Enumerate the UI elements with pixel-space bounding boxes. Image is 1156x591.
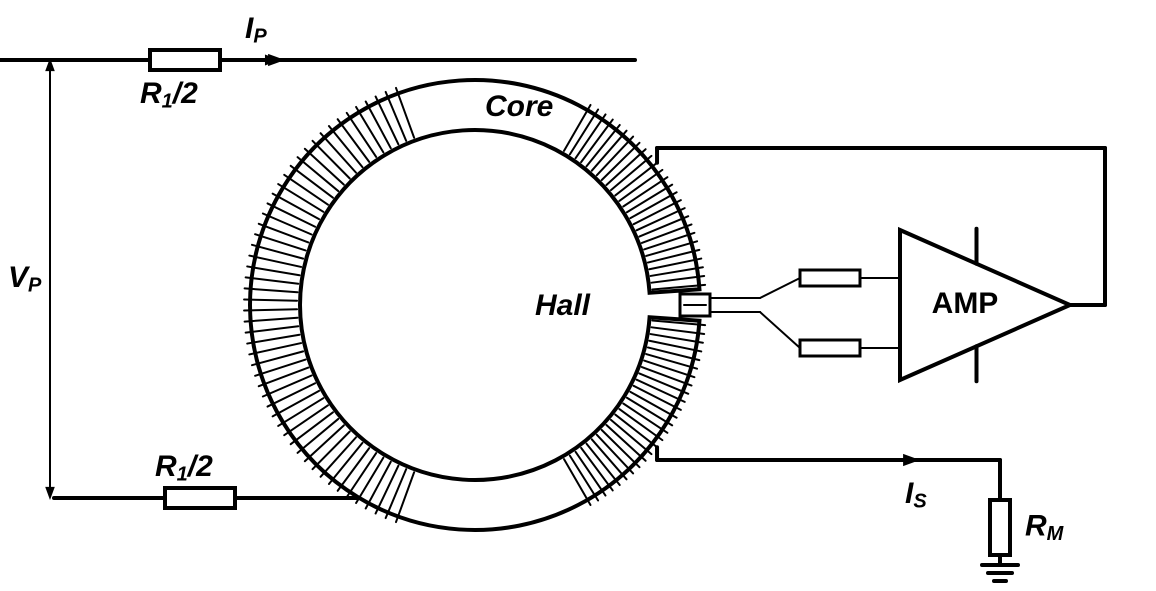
label-rm: RM	[1025, 509, 1065, 545]
core-annulus	[250, 80, 699, 530]
label-r1-top: R1/2	[140, 77, 198, 113]
label-hall: Hall	[535, 289, 591, 322]
label-vp: VP	[8, 261, 42, 297]
label-ip: IP	[245, 12, 267, 48]
hall-sensor-circuit-diagram: AMP VP IP R1/2 R1/2 Core Hall IS RM	[0, 0, 1156, 591]
label-core: Core	[485, 90, 553, 123]
label-r1-bot: R1/2	[155, 450, 213, 486]
label-is: IS	[905, 477, 927, 513]
svg-text:AMP: AMP	[932, 287, 999, 320]
